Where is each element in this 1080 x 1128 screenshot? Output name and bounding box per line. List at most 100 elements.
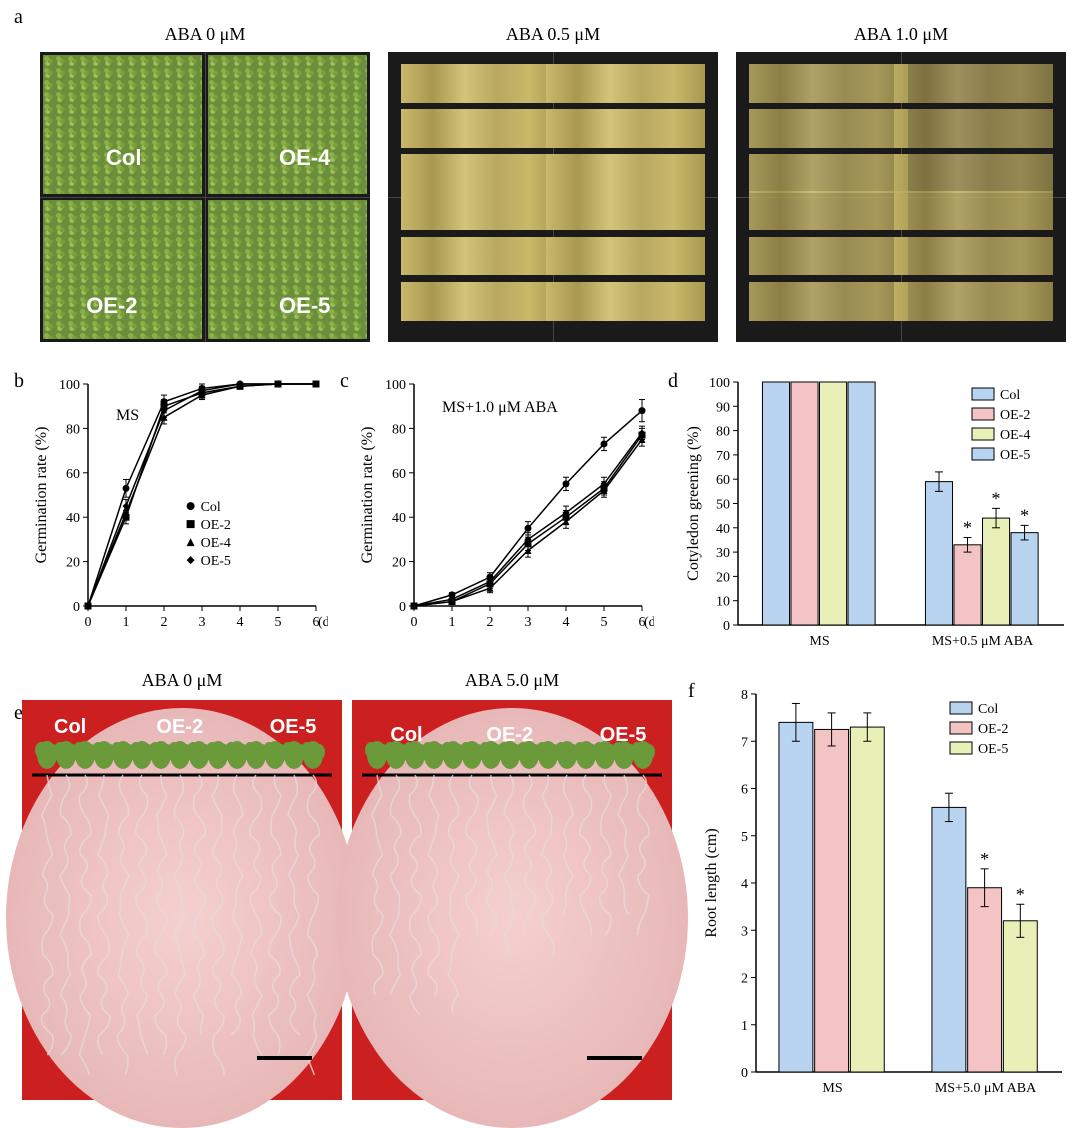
svg-text:0: 0 xyxy=(411,615,418,630)
svg-text:MS: MS xyxy=(116,407,139,424)
svg-text:OE-4: OE-4 xyxy=(201,536,231,551)
svg-text:4: 4 xyxy=(741,877,748,892)
svg-text:0: 0 xyxy=(85,615,92,630)
svg-text:OE-2: OE-2 xyxy=(201,518,231,533)
svg-text:30: 30 xyxy=(716,546,730,561)
svg-text:1: 1 xyxy=(741,1019,748,1034)
svg-text:MS+1.0 μM ABA: MS+1.0 μM ABA xyxy=(442,399,558,416)
svg-text:2: 2 xyxy=(487,615,494,630)
svg-text:*: * xyxy=(1016,884,1025,904)
svg-text:0: 0 xyxy=(741,1066,748,1081)
svg-text:80: 80 xyxy=(716,425,730,440)
svg-text:100: 100 xyxy=(709,376,730,391)
svg-text:(d): (d) xyxy=(644,615,654,630)
genotype-label: Col xyxy=(54,716,86,739)
genotype-label: OE-5 xyxy=(600,724,647,747)
svg-text:60: 60 xyxy=(392,467,406,482)
svg-text:*: * xyxy=(980,849,989,869)
panel-c-label: c xyxy=(340,370,349,393)
genotype-label: OE-4 xyxy=(279,145,330,171)
panel-e-photo-0: ABA 0 μM Col OE-2 OE-5 xyxy=(22,700,342,1100)
panel-a-photo-1: ABA 0.5 μM xyxy=(388,52,718,342)
svg-text:Germination rate (%): Germination rate (%) xyxy=(359,427,376,564)
genotype-label: OE-5 xyxy=(279,293,330,319)
svg-text:5: 5 xyxy=(601,615,608,630)
svg-text:40: 40 xyxy=(392,511,406,526)
panel-a-photo-2: ABA 1.0 μM xyxy=(736,52,1066,342)
svg-text:Col: Col xyxy=(1000,388,1020,403)
svg-text:Col: Col xyxy=(978,702,998,717)
svg-text:0: 0 xyxy=(73,600,80,615)
genotype-label: OE-2 xyxy=(86,293,137,319)
svg-text:6: 6 xyxy=(741,783,748,798)
svg-text:Root length (cm): Root length (cm) xyxy=(703,828,720,937)
panel-a-photo-0: ABA 0 μM Col OE-4 OE-2 OE-5 xyxy=(40,52,370,342)
svg-text:*: * xyxy=(992,488,1001,508)
svg-text:MS: MS xyxy=(822,1081,842,1096)
svg-text:(d): (d) xyxy=(318,615,328,630)
panel-a-title-1: ABA 0.5 μM xyxy=(388,24,718,45)
panel-d-chart: 0 10 20 30 40 50 60 70 80 90 100 Cotyledon greening… xyxy=(682,372,1072,657)
svg-text:0: 0 xyxy=(723,619,730,634)
svg-text:40: 40 xyxy=(716,522,730,537)
svg-text:OE-2: OE-2 xyxy=(1000,408,1030,423)
svg-text:Cotyledon greening (%): Cotyledon greening (%) xyxy=(685,426,702,581)
svg-text:MS: MS xyxy=(809,634,829,649)
svg-text:*: * xyxy=(1020,505,1029,525)
svg-text:10: 10 xyxy=(716,595,730,610)
svg-text:8: 8 xyxy=(741,688,748,703)
svg-text:5: 5 xyxy=(741,830,748,845)
svg-text:3: 3 xyxy=(741,924,748,939)
svg-text:OE-4: OE-4 xyxy=(1000,428,1030,443)
panel-e-title-1: ABA 5.0 μM xyxy=(352,670,672,691)
svg-text:2: 2 xyxy=(741,972,748,987)
svg-text:0: 0 xyxy=(399,600,406,615)
svg-text:2: 2 xyxy=(161,615,168,630)
svg-text:20: 20 xyxy=(392,556,406,571)
panel-f-label: f xyxy=(688,680,695,703)
svg-text:60: 60 xyxy=(716,473,730,488)
svg-text:1: 1 xyxy=(123,615,130,630)
svg-text:*: * xyxy=(963,518,972,538)
svg-text:50: 50 xyxy=(716,498,730,513)
svg-text:OE-2: OE-2 xyxy=(978,722,1008,737)
svg-text:70: 70 xyxy=(716,449,730,464)
panel-e-photo-1: ABA 5.0 μM Col OE-2 OE-5 xyxy=(352,700,672,1100)
genotype-label: Col xyxy=(106,145,141,171)
svg-text:80: 80 xyxy=(392,422,406,437)
svg-text:7: 7 xyxy=(741,735,748,750)
genotype-label: OE-2 xyxy=(486,724,533,747)
panel-c-chart: 0204060801000123456(d)Germination rate (… xyxy=(354,372,654,642)
svg-text:Col: Col xyxy=(201,500,221,515)
panel-a-title-2: ABA 1.0 μM xyxy=(736,24,1066,45)
genotype-label: Col xyxy=(390,724,422,747)
genotype-label: OE-5 xyxy=(270,716,317,739)
panel-d-label: d xyxy=(668,370,678,393)
svg-text:3: 3 xyxy=(525,615,532,630)
svg-text:100: 100 xyxy=(385,378,406,393)
svg-text:OE-5: OE-5 xyxy=(201,554,231,569)
svg-text:OE-5: OE-5 xyxy=(978,742,1008,757)
svg-text:90: 90 xyxy=(716,400,730,415)
svg-text:60: 60 xyxy=(66,467,80,482)
svg-text:4: 4 xyxy=(237,615,244,630)
panel-e-title-0: ABA 0 μM xyxy=(22,670,342,691)
svg-text:20: 20 xyxy=(66,556,80,571)
panel-a-label: a xyxy=(14,6,23,29)
svg-text:MS+5.0 μM ABA: MS+5.0 μM ABA xyxy=(935,1081,1037,1096)
svg-text:OE-5: OE-5 xyxy=(1000,448,1030,463)
svg-text:3: 3 xyxy=(199,615,206,630)
panel-b-chart: 0204060801000123456(d)Germination rate (… xyxy=(28,372,328,642)
panel-a-title-0: ABA 0 μM xyxy=(40,24,370,45)
genotype-label: OE-2 xyxy=(156,716,203,739)
svg-text:Germination rate (%): Germination rate (%) xyxy=(33,427,50,564)
svg-text:MS+0.5 μM ABA: MS+0.5 μM ABA xyxy=(932,634,1034,649)
panel-f-chart: 0 1 2 3 4 5 6 7 8 Root length (cm) MS * * MS+5.0 μM A… xyxy=(700,684,1070,1104)
svg-text:80: 80 xyxy=(66,422,80,437)
svg-text:40: 40 xyxy=(66,511,80,526)
svg-text:4: 4 xyxy=(563,615,570,630)
svg-text:100: 100 xyxy=(59,378,80,393)
svg-text:20: 20 xyxy=(716,570,730,585)
svg-text:5: 5 xyxy=(275,615,282,630)
svg-text:1: 1 xyxy=(449,615,456,630)
